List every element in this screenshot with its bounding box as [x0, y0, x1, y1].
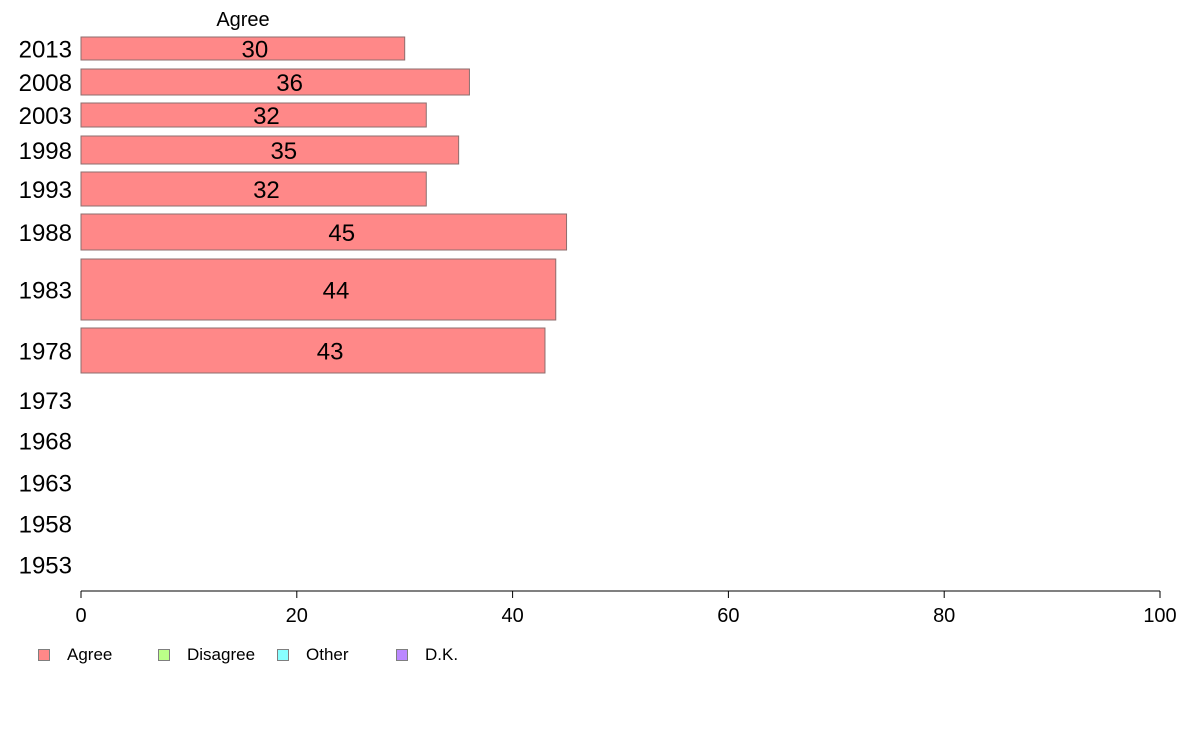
legend-item-other: Other: [277, 644, 349, 666]
x-tick-label: 40: [501, 605, 523, 627]
bar-value-label: 30: [241, 37, 268, 64]
legend-label-dk: D.K.: [425, 645, 459, 664]
x-tick-label: 20: [286, 605, 308, 627]
legend-item-agree: Agree: [38, 644, 112, 666]
year-label: 1998: [19, 138, 72, 165]
column-header: Agree: [216, 9, 269, 31]
legend-swatch-disagree: [158, 649, 170, 661]
x-axis: 0 20 40 60 80 100: [75, 590, 1177, 627]
year-label: 1988: [19, 220, 72, 247]
legend-swatch-other: [277, 649, 289, 661]
legend-swatch-agree: [38, 649, 50, 661]
year-labels: 2013 2008 2003 1998 1993 1988 1983 1978 1973 1968…: [19, 37, 72, 580]
year-label: 1963: [19, 471, 72, 498]
legend-item-disagree: Disagree: [158, 644, 255, 666]
year-label: 1958: [19, 512, 72, 539]
legend: Agree Disagree Other D.K.: [38, 644, 498, 666]
year-label: 1968: [19, 429, 72, 456]
bar-agree-2003: [80, 102, 427, 128]
x-tick-label: 60: [717, 605, 739, 627]
bar-agree-1978: [80, 327, 546, 374]
bar-value-label: 35: [270, 138, 297, 165]
year-label: 1953: [19, 553, 72, 580]
bar-agree-1998: [80, 135, 460, 165]
bar-value-label: 44: [323, 278, 350, 305]
bar-agree-2013: [80, 36, 406, 61]
bars-group: 30 36 32 35 32 45 44 43: [80, 36, 568, 374]
year-label: 1973: [19, 388, 72, 415]
year-label: 2003: [19, 103, 72, 130]
year-label: 1993: [19, 177, 72, 204]
bar-agree-1988: [80, 213, 568, 251]
year-label: 1978: [19, 339, 72, 366]
bar-value-label: 43: [317, 339, 344, 366]
legend-label-other: Other: [306, 645, 349, 664]
year-label: 2013: [19, 37, 72, 64]
bar-value-label: 32: [253, 103, 280, 130]
legend-item-dk: D.K.: [396, 644, 458, 666]
year-label: 2008: [19, 70, 72, 97]
legend-swatch-dk: [396, 649, 408, 661]
legend-label-agree: Agree: [67, 645, 113, 664]
x-tick-label: 0: [75, 605, 86, 627]
bar-value-label: 32: [253, 177, 280, 204]
x-tick-label: 100: [1143, 605, 1176, 627]
bar-agree-1993: [80, 171, 427, 207]
bar-value-label: 36: [276, 70, 303, 97]
bar-agree-2008: [80, 68, 470, 96]
year-label: 1983: [19, 278, 72, 305]
bar-agree-1983: [80, 258, 557, 321]
x-tick-label: 80: [933, 605, 955, 627]
legend-label-disagree: Disagree: [187, 645, 256, 664]
bar-value-label: 45: [328, 220, 355, 247]
